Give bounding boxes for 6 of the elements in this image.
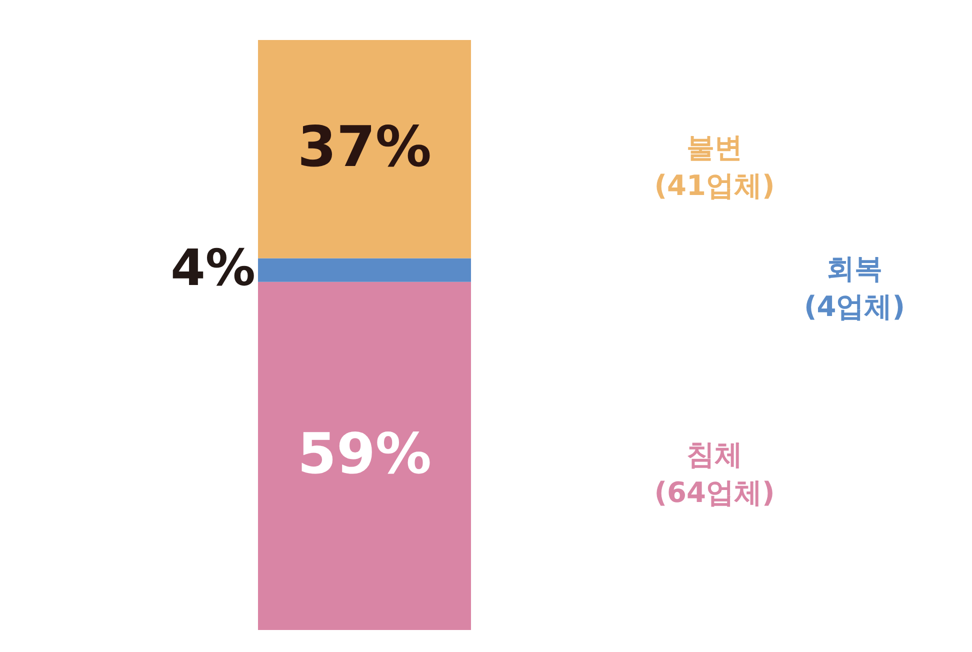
text: 회복 (4업체) [804, 252, 906, 324]
text: 침체 (64업체) [654, 438, 775, 509]
data-label: 59% [297, 422, 432, 487]
data-label: 4% [170, 239, 256, 298]
data-label: 37% [297, 115, 432, 180]
text: 불변 (41업체) [654, 131, 775, 202]
